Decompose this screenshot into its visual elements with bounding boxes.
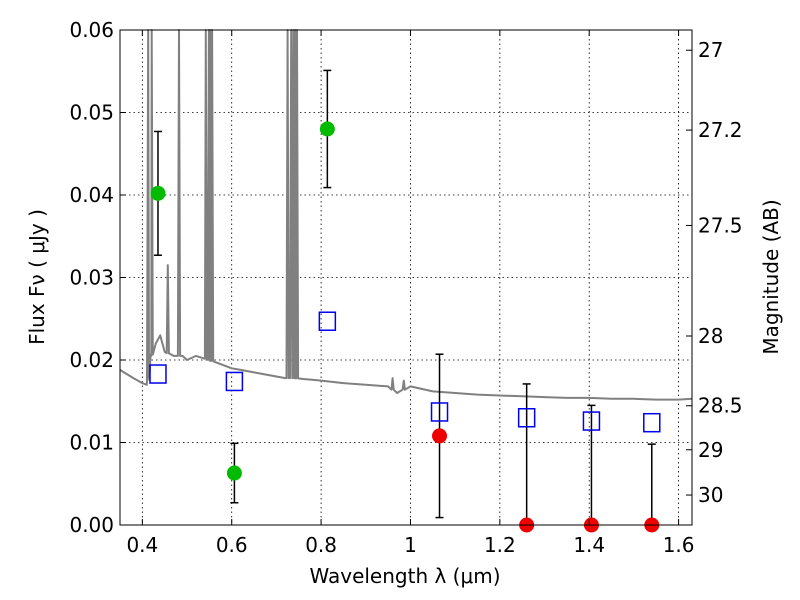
right-tick-label: 27	[698, 38, 723, 62]
model-photometry-square	[149, 364, 167, 384]
y-tick-label: 0.00	[69, 513, 114, 537]
x-tick-label: 1.6	[663, 533, 695, 557]
model-photometry-square	[225, 371, 244, 392]
y-tick-label: 0.02	[69, 348, 114, 372]
right-tick-label: 30	[698, 483, 723, 507]
x-tick-label: 0.8	[305, 533, 337, 557]
y-tick-label: 0.03	[69, 266, 114, 290]
right-tick-label: 27.2	[698, 118, 743, 142]
right-tick-label: 27.5	[698, 213, 743, 237]
x-tick-label: 0.6	[216, 533, 248, 557]
x-tick-label: 1.2	[484, 533, 516, 557]
right-tick-label: 29	[698, 438, 723, 462]
model-photometry-square	[582, 411, 601, 431]
detection-point	[319, 121, 335, 137]
model-photometry-square	[517, 408, 536, 428]
detection-point	[226, 465, 242, 481]
grid	[120, 30, 692, 525]
y-tick-label: 0.05	[69, 101, 114, 125]
y-tick-label: 0.04	[69, 183, 114, 207]
x-tick-label: 1	[404, 533, 417, 557]
x-tick-label: 1.4	[573, 533, 605, 557]
photometry-markers	[149, 69, 661, 533]
x-tick-label: 0.4	[126, 533, 158, 557]
model-photometry-square	[643, 412, 661, 433]
axis-ticks: 0.4 0.6 0.8 1 1.2 1.4 1.6 0.00 0.01 0.02 0.03 0.04 0…	[69, 18, 742, 557]
upper-limit-point	[432, 428, 448, 444]
right-tick-label: 28	[698, 324, 723, 348]
detection-point	[150, 185, 166, 201]
y-axis-label: Flux Fν ( μJy )	[25, 209, 49, 345]
x-axis-label: Wavelength λ (μm)	[309, 564, 500, 588]
model-spectrum-line	[119, 29, 693, 401]
y-tick-label: 0.01	[69, 431, 114, 455]
model-photometry-square	[430, 402, 449, 422]
right-axis-label: Magnitude (AB)	[759, 199, 783, 354]
model-photometry-square	[318, 311, 337, 331]
y-tick-label: 0.06	[69, 18, 114, 42]
model-sed	[119, 29, 693, 401]
right-tick-label: 28.5	[698, 394, 743, 418]
